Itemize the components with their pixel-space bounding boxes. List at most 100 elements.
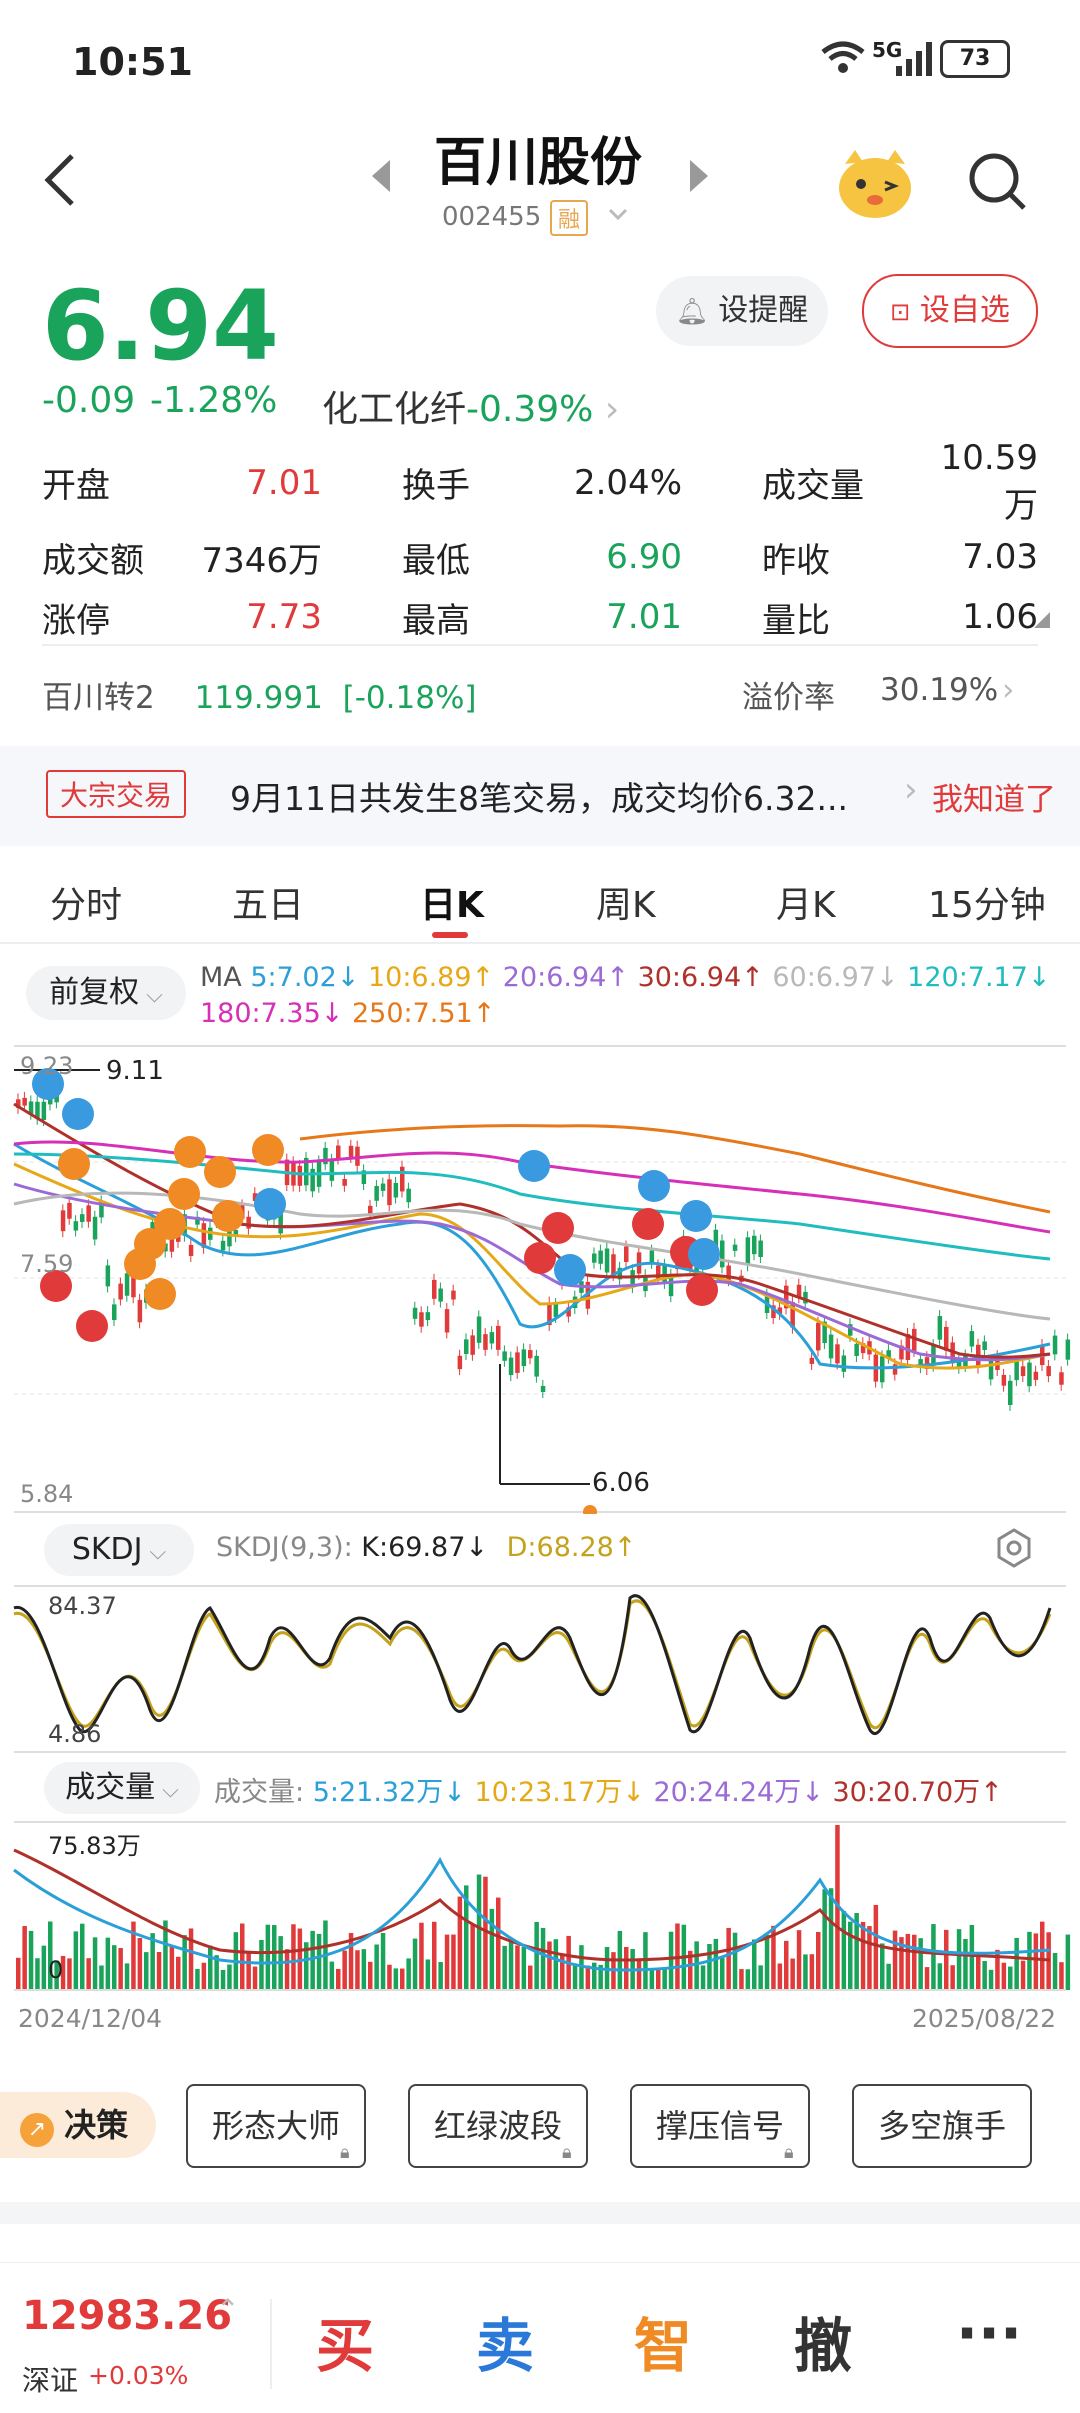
search-icon[interactable] [966, 150, 1030, 218]
tab-15min[interactable]: 15分钟 [928, 885, 1046, 926]
volume-bar [419, 1922, 424, 1990]
candle-body [1014, 1361, 1019, 1381]
candle-body [105, 1265, 111, 1287]
volume-bar [758, 1965, 763, 1990]
decision-button[interactable]: ↗ 决策 [0, 2092, 156, 2158]
candle-body [886, 1350, 891, 1358]
volume-bar [1033, 1933, 1039, 1990]
volume-bar [176, 1956, 181, 1990]
volume-bar [35, 1958, 40, 1990]
volume-bar [873, 1904, 879, 1990]
ma-legend: MA 5:7.02↓ 10:6.89↑ 20:6.94↑ 30:6.94↑ 60… [200, 960, 1060, 1032]
candle-body [745, 1237, 751, 1266]
pattern-master-button[interactable]: 形态大师 [186, 2084, 366, 2168]
cancel-order-button[interactable]: 撤 [793, 2312, 852, 2380]
skdj-legend: SKDJ(9,3): K:69.87↓ D:68.28↑ [216, 1532, 636, 1563]
candle-body [656, 1265, 661, 1279]
volume-bar [707, 1944, 712, 1990]
chevron-down-icon[interactable] [606, 202, 630, 230]
expand-corner-icon[interactable] [1034, 612, 1050, 632]
set-alert-button[interactable]: 🔔︎ 设提醒 [656, 276, 828, 346]
volume-bar [854, 1913, 859, 1990]
volume-selector[interactable]: 成交量 ⌵ [44, 1762, 200, 1814]
divider [0, 942, 1080, 944]
volume-bar [438, 1962, 443, 1990]
candle-body [329, 1159, 335, 1181]
volume-bar [387, 1964, 392, 1990]
support-resistance-button[interactable]: 撑压信号 [630, 2084, 810, 2168]
candle-body [1008, 1380, 1013, 1405]
volume-bar [553, 1939, 559, 1990]
candle-body [368, 1205, 373, 1214]
tab-monthly-k[interactable]: 月K [776, 885, 836, 926]
back-button[interactable] [40, 150, 80, 214]
acknowledge-button[interactable]: 我知道了 [932, 782, 1056, 818]
volume-bar [745, 1969, 751, 1990]
candle-body [201, 1223, 207, 1248]
bull-bear-flag-button[interactable]: 多空旗手 [852, 2084, 1032, 2168]
smart-button[interactable]: 智 [633, 2312, 692, 2380]
candle-body [67, 1202, 72, 1219]
candle-body [502, 1351, 507, 1361]
skdj-chart[interactable]: 84.37 4.86 [0, 1584, 1080, 1754]
volume-bar [937, 1963, 943, 1990]
tab-intraday[interactable]: 分时 [50, 885, 123, 926]
volume-bar [835, 1825, 840, 1990]
volume-bar [592, 1962, 597, 1990]
block-trade-tag: 大宗交易 [46, 770, 187, 818]
mascot-icon[interactable] [835, 142, 915, 226]
candle-body [393, 1182, 399, 1198]
sector-link[interactable]: 化工化纤-0.39% › [322, 380, 619, 432]
candle-body [540, 1385, 546, 1393]
volume-bar [1014, 1937, 1019, 1990]
volume-bar [892, 1930, 898, 1990]
tab-daily-k[interactable]: 日K [420, 885, 484, 926]
volume-svg [13, 1821, 1071, 1991]
skdj-y-bottom: 4.86 [48, 1720, 102, 1748]
stat-label: 涨停 [42, 600, 110, 641]
prev-stock-icon[interactable] [368, 158, 392, 198]
candle-body [988, 1360, 994, 1380]
adjust-selector[interactable]: 前复权 ⌵ [26, 966, 186, 1020]
volume-bar [905, 1933, 911, 1990]
block-trade-banner[interactable]: 大宗交易 9月11日共发生8笔交易，成交均价6.32... › 我知道了 [0, 746, 1080, 846]
buy-button[interactable]: 买 [315, 2312, 374, 2380]
candle-body [918, 1359, 923, 1368]
volume-bar [995, 1949, 1000, 1990]
volume-bar [918, 1938, 923, 1990]
volume-bar [515, 1945, 520, 1990]
volume-bar [380, 1932, 386, 1990]
skdj-selector[interactable]: SKDJ ⌵ [44, 1524, 194, 1576]
settings-icon[interactable] [994, 1528, 1034, 1572]
volume-bar [803, 1954, 808, 1990]
candle-body [880, 1356, 885, 1383]
next-stock-icon[interactable] [688, 158, 712, 198]
more-button[interactable]: ··· [955, 2299, 1023, 2367]
index-value[interactable]: 12983.26 [22, 2293, 233, 2339]
sell-button[interactable]: 卖 [475, 2312, 534, 2380]
ma-item: 20:6.94↑ [502, 962, 629, 993]
volume-bar [867, 1926, 872, 1990]
volume-bar [272, 1925, 277, 1990]
period-tabs: 分时 五日 日K 周K 月K 15分钟 [0, 870, 1080, 950]
volume-bar [528, 1965, 533, 1990]
kline-chart[interactable]: 9.23 9.11 7.59 5.84 6.06 [0, 1044, 1080, 1519]
candle-body [444, 1309, 450, 1333]
convertible-bond-row[interactable]: 百川转2 119.991 [-0.18%] 溢价率 30.19% › [42, 672, 1038, 722]
volume-bar [976, 1952, 981, 1990]
candle-body [553, 1304, 559, 1317]
candle-body [1001, 1374, 1007, 1386]
candle-body [118, 1283, 123, 1300]
volume-bar [201, 1962, 207, 1990]
volume-ma5-line [13, 1856, 1051, 1972]
stock-code: 002455 [442, 202, 542, 232]
volume-bar [144, 1952, 149, 1990]
volume-bar [822, 1889, 827, 1990]
red-green-wave-button[interactable]: 红绿波段 [408, 2084, 588, 2168]
tab-five-day[interactable]: 五日 [232, 885, 305, 926]
volume-chart[interactable]: 75.83万 0 [0, 1820, 1080, 1992]
volume-bar [1040, 1921, 1045, 1990]
volume-bar [636, 1959, 642, 1990]
tab-weekly-k[interactable]: 周K [596, 885, 656, 926]
add-watchlist-button[interactable]: ⊡ 设自选 [862, 274, 1038, 348]
